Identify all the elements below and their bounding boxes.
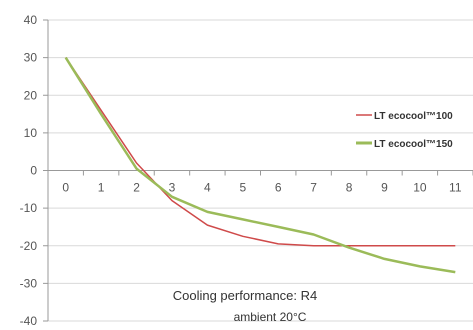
x-tick-label: 4 [204,181,211,195]
x-tick-label: 3 [169,181,176,195]
gridlines [48,19,473,322]
x-tick-label: 8 [346,181,353,195]
y-tick-label: 10 [24,126,38,140]
y-tick-label: -20 [20,239,38,253]
y-tick-label: -40 [20,314,38,325]
x-tick-label: 0 [62,181,69,195]
y-tick-label: -30 [20,276,38,290]
y-tick-label: 20 [24,88,38,102]
x-tick-label: 10 [413,181,427,195]
y-tick-label: 0 [30,164,37,178]
series-line-lt-ecocool-150 [64,56,456,274]
chart-annotation-main: Cooling performance: R4 [173,288,318,303]
x-tick-label: 6 [275,181,282,195]
y-tick-label: 40 [24,13,38,27]
y-tick-label: -10 [20,201,38,215]
y-tick-label: 30 [24,51,38,65]
x-tick-label: 9 [381,181,388,195]
x-tick-label: 2 [133,181,140,195]
y-axis-ticks: 40 30 20 10 0 -10 -20 -30 -40 [20,13,38,328]
x-tick-label: 5 [239,181,246,195]
annotations: Cooling performance: R4 ambient 20°C [173,288,318,324]
x-tick-label: 11 [449,181,462,195]
legend: LT ecocool™100 LT ecocool™150 [356,111,453,150]
x-axis-ticks: 0 1 2 3 4 5 6 7 8 9 10 11 [62,181,461,195]
x-tick-label: 7 [310,181,317,195]
legend-label: LT ecocool™100 [374,111,453,122]
series-lines [64,56,456,274]
series-line-lt-ecocool-100 [65,57,456,247]
axes [43,19,473,322]
legend-label: LT ecocool™150 [374,139,453,150]
x-tick-label: 1 [98,181,105,195]
chart-annotation-ambient: ambient 20°C [234,310,307,324]
